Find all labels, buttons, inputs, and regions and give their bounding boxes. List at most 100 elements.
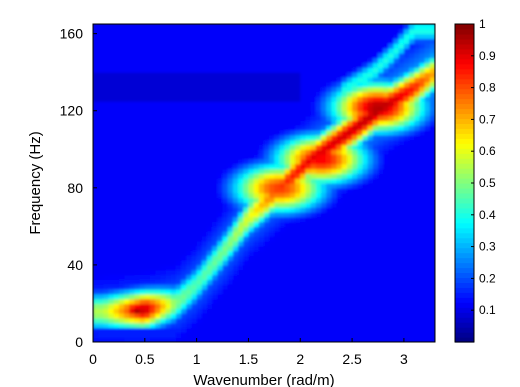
heatmap-cell bbox=[295, 144, 301, 150]
heatmap-cell bbox=[336, 48, 343, 54]
heatmap-cell bbox=[243, 255, 250, 261]
heatmap-cell bbox=[113, 226, 120, 232]
heatmap-cell bbox=[357, 322, 364, 329]
heatmap-cell bbox=[217, 163, 224, 170]
heatmap-cell bbox=[98, 173, 104, 179]
heatmap-cell bbox=[175, 77, 182, 83]
heatmap-cell bbox=[232, 226, 239, 232]
heatmap-cell bbox=[98, 81, 104, 88]
heatmap-cell bbox=[409, 293, 415, 300]
heatmap-cell bbox=[201, 130, 208, 136]
heatmap-cell bbox=[414, 38, 421, 44]
heatmap-cell bbox=[310, 317, 317, 324]
heatmap-cell bbox=[217, 62, 224, 68]
heatmap-cell bbox=[321, 163, 327, 170]
heatmap-cell bbox=[264, 33, 270, 40]
heatmap-cell bbox=[155, 289, 161, 295]
heatmap-cell bbox=[181, 221, 187, 227]
heatmap-cell bbox=[170, 327, 177, 333]
heatmap-cell bbox=[93, 173, 99, 179]
heatmap-cell bbox=[289, 317, 296, 324]
heatmap-cell bbox=[186, 202, 193, 208]
heatmap-cell bbox=[227, 101, 234, 107]
heatmap-cell bbox=[181, 62, 187, 68]
heatmap-cell bbox=[150, 264, 156, 271]
heatmap-cell bbox=[160, 120, 167, 126]
colorbar-tick-label: 0.6 bbox=[479, 144, 496, 158]
heatmap-cell bbox=[93, 43, 99, 49]
heatmap-cell bbox=[139, 245, 146, 252]
heatmap-cell bbox=[253, 255, 260, 261]
heatmap-cell bbox=[300, 260, 307, 266]
heatmap-cell bbox=[227, 72, 234, 78]
heatmap-cell bbox=[129, 81, 136, 88]
heatmap-cell bbox=[424, 308, 431, 314]
heatmap-cell bbox=[212, 226, 218, 232]
heatmap-cell bbox=[429, 96, 435, 102]
heatmap-cell bbox=[388, 211, 395, 218]
heatmap-cell bbox=[196, 260, 203, 266]
heatmap-cell bbox=[144, 293, 151, 300]
heatmap-cell bbox=[232, 134, 239, 141]
heatmap-cell bbox=[326, 303, 332, 309]
heatmap-cell bbox=[388, 168, 395, 174]
heatmap-cell bbox=[269, 91, 275, 97]
heatmap-cell bbox=[352, 86, 358, 93]
heatmap-cell bbox=[305, 284, 312, 290]
heatmap-cell bbox=[336, 62, 343, 68]
heatmap-cell bbox=[300, 298, 307, 305]
heatmap-cell bbox=[212, 101, 218, 107]
heatmap-cell bbox=[243, 231, 250, 237]
heatmap-cell bbox=[346, 211, 353, 218]
heatmap-cell bbox=[144, 52, 151, 59]
heatmap-cell bbox=[362, 96, 369, 102]
heatmap-cell bbox=[414, 231, 421, 237]
heatmap-cell bbox=[424, 327, 431, 333]
heatmap-cell bbox=[429, 86, 435, 93]
heatmap-cell bbox=[170, 293, 177, 300]
heatmap-cell bbox=[352, 226, 358, 232]
heatmap-cell bbox=[144, 221, 151, 227]
heatmap-cell bbox=[310, 96, 317, 102]
heatmap-cell bbox=[248, 260, 255, 266]
heatmap-cell bbox=[258, 154, 265, 160]
heatmap-cell bbox=[139, 67, 146, 73]
heatmap-cell bbox=[393, 72, 400, 78]
heatmap-cell bbox=[103, 260, 110, 266]
heatmap-cell bbox=[108, 163, 115, 170]
heatmap-cell bbox=[279, 144, 286, 150]
heatmap-cell bbox=[264, 52, 270, 59]
heatmap-cell bbox=[139, 216, 146, 223]
heatmap-cell bbox=[362, 130, 369, 136]
heatmap-cell bbox=[388, 105, 395, 112]
heatmap-cell bbox=[124, 289, 130, 295]
heatmap-cell bbox=[191, 77, 198, 83]
heatmap-cell bbox=[129, 158, 136, 165]
heatmap-cell bbox=[305, 322, 312, 329]
heatmap-cell bbox=[414, 52, 421, 59]
heatmap-cell bbox=[305, 158, 312, 165]
heatmap-cell bbox=[357, 115, 364, 121]
heatmap-cell bbox=[279, 130, 286, 136]
heatmap-cell bbox=[243, 269, 250, 276]
heatmap-cell bbox=[201, 125, 208, 131]
heatmap-cell bbox=[336, 134, 343, 141]
heatmap-cell bbox=[264, 250, 270, 256]
heatmap-cell bbox=[134, 211, 141, 218]
heatmap-cell bbox=[419, 337, 426, 342]
heatmap-cell bbox=[222, 57, 229, 64]
heatmap-cell bbox=[129, 91, 136, 97]
heatmap-cell bbox=[429, 264, 435, 271]
heatmap-cell bbox=[222, 298, 229, 305]
heatmap-cell bbox=[196, 144, 203, 150]
heatmap-cell bbox=[238, 158, 244, 165]
heatmap-cell bbox=[155, 72, 161, 78]
heatmap-cell bbox=[414, 192, 421, 199]
heatmap-cell bbox=[170, 130, 177, 136]
heatmap-cell bbox=[165, 105, 172, 112]
heatmap-cell bbox=[326, 308, 332, 314]
heatmap-cell bbox=[341, 149, 348, 155]
heatmap-cell bbox=[305, 163, 312, 170]
heatmap-cell bbox=[113, 221, 120, 227]
heatmap-cell bbox=[341, 298, 348, 305]
